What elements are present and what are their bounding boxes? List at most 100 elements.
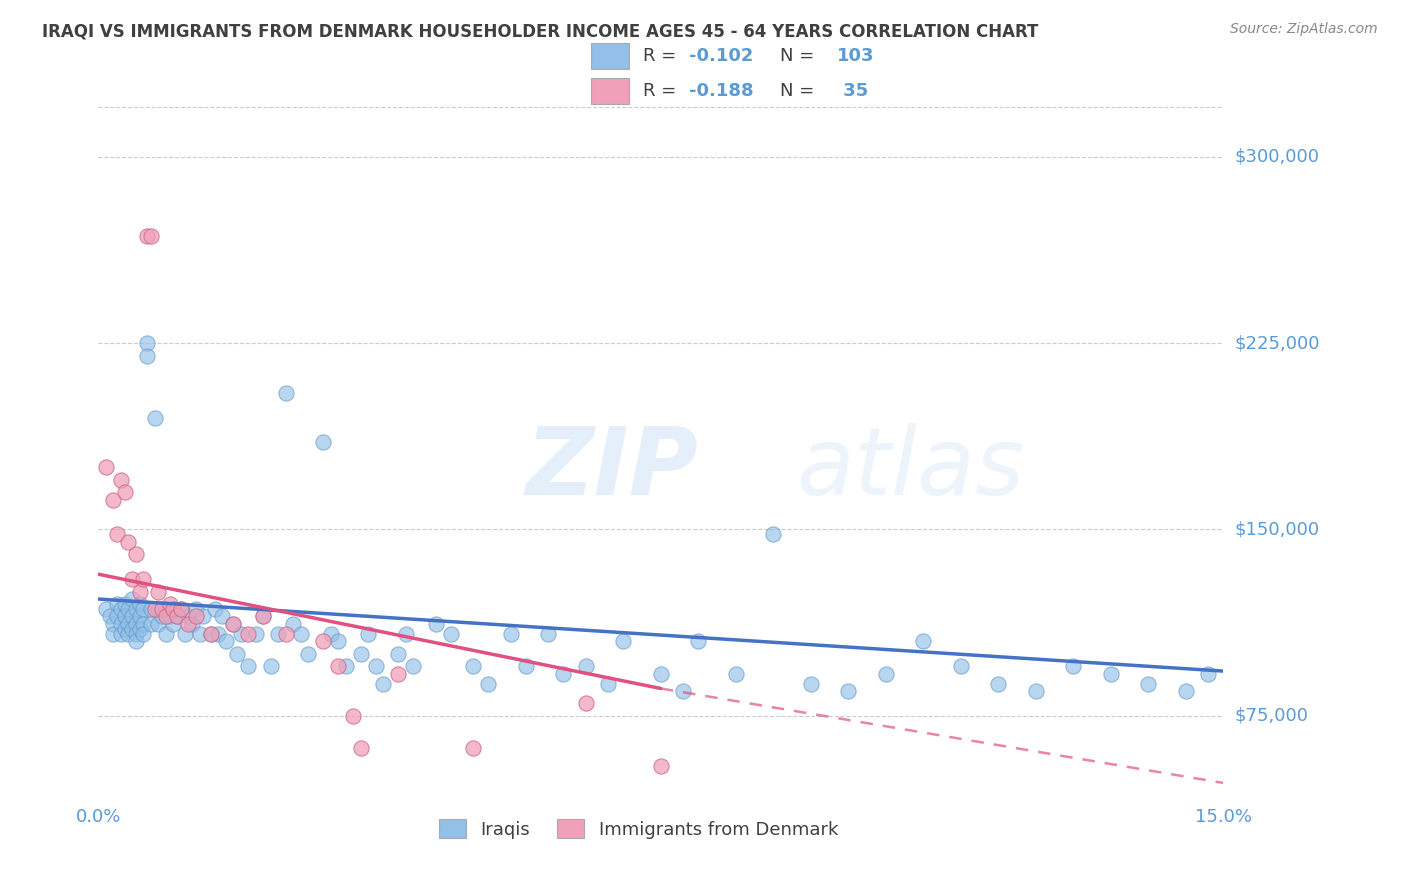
Point bbox=[125, 627, 148, 641]
Point bbox=[128, 597, 150, 611]
Point bbox=[150, 609, 173, 624]
Point bbox=[499, 627, 522, 641]
Point bbox=[136, 336, 159, 351]
Point bbox=[173, 627, 195, 641]
Point bbox=[987, 676, 1010, 690]
Point bbox=[575, 697, 598, 711]
Point bbox=[350, 647, 373, 661]
Point bbox=[267, 627, 290, 641]
Point bbox=[114, 597, 136, 611]
Point bbox=[155, 602, 177, 616]
Text: atlas: atlas bbox=[796, 424, 1024, 515]
Point bbox=[283, 616, 305, 631]
Point bbox=[155, 609, 177, 624]
Point bbox=[297, 647, 319, 661]
Point bbox=[121, 609, 143, 624]
Point bbox=[125, 634, 148, 648]
Point bbox=[193, 609, 215, 624]
Point bbox=[125, 602, 148, 616]
Point bbox=[98, 609, 121, 624]
Text: N =: N = bbox=[780, 47, 820, 65]
Point bbox=[342, 708, 364, 723]
FancyBboxPatch shape bbox=[591, 78, 630, 104]
Point bbox=[226, 647, 249, 661]
Point bbox=[387, 647, 409, 661]
Point bbox=[114, 485, 136, 500]
Point bbox=[177, 609, 200, 624]
Point bbox=[166, 609, 188, 624]
Point bbox=[1174, 684, 1197, 698]
Point bbox=[181, 616, 204, 631]
Point bbox=[103, 492, 125, 507]
Point bbox=[1025, 684, 1047, 698]
Point bbox=[402, 659, 425, 673]
Point bbox=[132, 616, 155, 631]
Point bbox=[598, 676, 620, 690]
Point bbox=[166, 609, 188, 624]
Point bbox=[688, 634, 710, 648]
Point bbox=[612, 634, 634, 648]
Point bbox=[114, 622, 136, 636]
Point bbox=[245, 627, 267, 641]
Point bbox=[260, 659, 283, 673]
Point bbox=[425, 616, 447, 631]
Point bbox=[125, 616, 148, 631]
Point bbox=[184, 609, 207, 624]
Point bbox=[328, 634, 350, 648]
Point bbox=[117, 534, 139, 549]
Point bbox=[949, 659, 972, 673]
Point bbox=[335, 659, 357, 673]
Point bbox=[204, 602, 226, 616]
Point bbox=[128, 584, 150, 599]
Text: Source: ZipAtlas.com: Source: ZipAtlas.com bbox=[1230, 22, 1378, 37]
Point bbox=[207, 627, 229, 641]
Text: ZIP: ZIP bbox=[526, 423, 699, 515]
Point bbox=[94, 460, 117, 475]
Point bbox=[650, 758, 672, 772]
Point bbox=[724, 666, 747, 681]
Point bbox=[170, 602, 193, 616]
Point bbox=[229, 627, 252, 641]
Point bbox=[148, 616, 170, 631]
Point bbox=[1062, 659, 1084, 673]
Point bbox=[110, 616, 132, 631]
Point bbox=[105, 609, 128, 624]
Point bbox=[290, 627, 312, 641]
Point bbox=[110, 473, 132, 487]
Point bbox=[148, 602, 170, 616]
Text: $75,000: $75,000 bbox=[1234, 706, 1309, 725]
Point bbox=[184, 602, 207, 616]
Point bbox=[912, 634, 935, 648]
Text: 103: 103 bbox=[837, 47, 875, 65]
Point bbox=[1197, 666, 1219, 681]
Point bbox=[117, 616, 139, 631]
Point bbox=[875, 666, 897, 681]
Point bbox=[136, 229, 159, 244]
Point bbox=[155, 627, 177, 641]
Point bbox=[139, 616, 162, 631]
Point bbox=[117, 602, 139, 616]
Point bbox=[162, 616, 184, 631]
Text: $225,000: $225,000 bbox=[1234, 334, 1320, 352]
Text: IRAQI VS IMMIGRANTS FROM DENMARK HOUSEHOLDER INCOME AGES 45 - 64 YEARS CORRELATI: IRAQI VS IMMIGRANTS FROM DENMARK HOUSEHO… bbox=[42, 22, 1039, 40]
Point bbox=[837, 684, 859, 698]
Point bbox=[364, 659, 387, 673]
Point bbox=[252, 609, 274, 624]
Point bbox=[114, 609, 136, 624]
Point bbox=[1099, 666, 1122, 681]
Point bbox=[162, 602, 184, 616]
Point bbox=[274, 385, 297, 400]
Point bbox=[136, 349, 159, 363]
Point bbox=[200, 627, 222, 641]
Point bbox=[215, 634, 238, 648]
Point bbox=[132, 572, 155, 586]
Point bbox=[143, 602, 166, 616]
Point bbox=[143, 410, 166, 425]
Point bbox=[128, 609, 150, 624]
Point bbox=[170, 602, 193, 616]
Text: -0.102: -0.102 bbox=[689, 47, 754, 65]
Text: R =: R = bbox=[644, 47, 682, 65]
Point bbox=[1137, 676, 1160, 690]
Point bbox=[463, 741, 485, 756]
Point bbox=[148, 584, 170, 599]
